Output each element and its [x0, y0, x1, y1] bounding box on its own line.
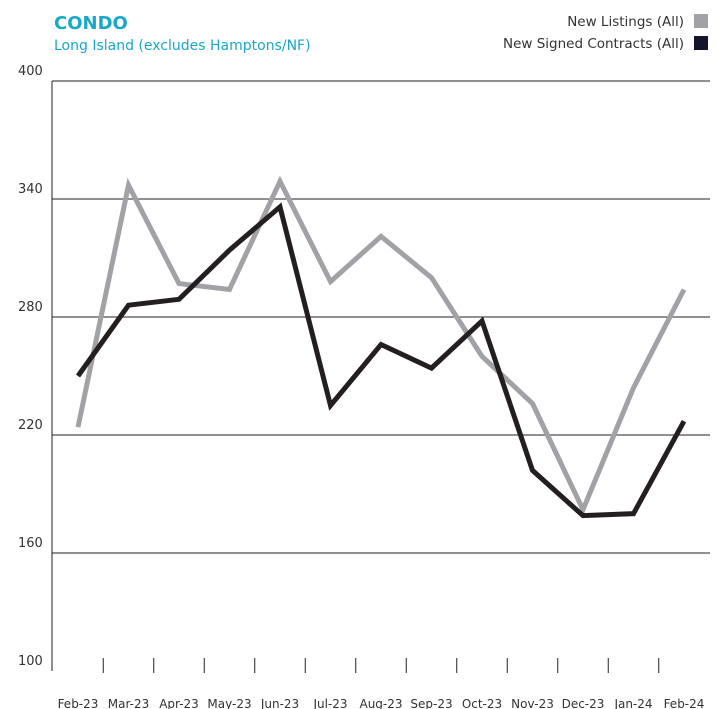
- y-tick-label: 220: [18, 418, 43, 433]
- legend-swatch: [694, 14, 708, 28]
- y-tick-label: 160: [18, 536, 43, 551]
- x-tick-label: May-23: [207, 697, 251, 709]
- x-tick-label: Jun-23: [260, 697, 299, 709]
- legend-label: New Signed Contracts (All): [503, 36, 684, 52]
- y-tick-label: 400: [18, 64, 43, 79]
- x-tick-label: Nov-23: [511, 697, 554, 709]
- x-tick-label: Aug-23: [359, 697, 402, 709]
- chart-subtitle: Long Island (excludes Hamptons/NF): [54, 38, 311, 54]
- x-tick-label: Jul-23: [312, 697, 347, 709]
- series-line: [75, 175, 687, 516]
- x-tick-label: Oct-23: [462, 697, 502, 709]
- y-tick-label: 280: [18, 300, 43, 315]
- chart-title: CONDO: [54, 13, 128, 34]
- y-tick-label: 340: [18, 182, 43, 197]
- legend-label: New Listings (All): [567, 14, 684, 30]
- x-tick-label: Feb-24: [664, 697, 705, 709]
- x-tick-label: Mar-23: [108, 697, 149, 709]
- series-line: [75, 202, 687, 519]
- x-tick-label: Feb-23: [58, 697, 99, 709]
- legend-swatch: [694, 36, 708, 50]
- x-tick-label: Jan-24: [613, 697, 652, 709]
- x-tick-label: Dec-23: [562, 697, 605, 709]
- y-tick-label: 100: [18, 654, 43, 669]
- x-tick-label: Sep-23: [410, 697, 452, 709]
- x-tick-label: Apr-23: [159, 697, 199, 709]
